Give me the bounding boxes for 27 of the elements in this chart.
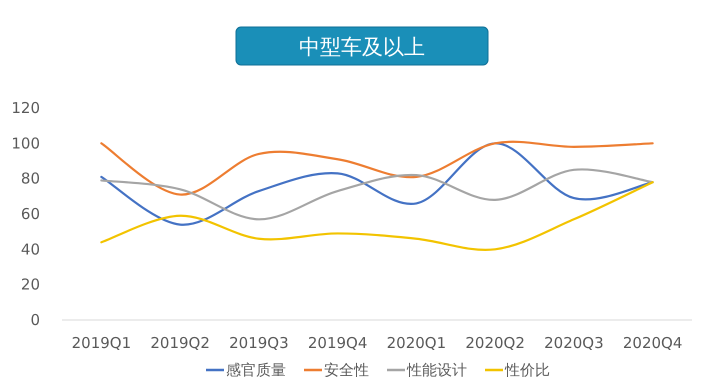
legend-item: 性能设计 <box>387 361 467 379</box>
chart-title: 中型车及以上 <box>299 35 425 59</box>
line-series <box>100 181 654 251</box>
legend-label: 性价比 <box>504 361 550 379</box>
x-tick-label: 2019Q1 <box>72 334 132 352</box>
legend-label: 安全性 <box>324 361 369 379</box>
legend-label: 性能设计 <box>406 361 467 379</box>
y-tick-label: 40 <box>20 240 40 258</box>
legend-item: 感官质量 <box>206 361 286 379</box>
y-tick-label: 100 <box>11 134 40 152</box>
y-tick-label: 80 <box>20 170 40 188</box>
title: 中型车及以上 <box>236 26 488 66</box>
legend-label: 感官质量 <box>226 361 286 379</box>
legend-item: 性价比 <box>485 361 550 379</box>
x-tick-label: 2019Q2 <box>150 334 210 352</box>
y-tick-label: 60 <box>20 205 40 223</box>
legend-item: 安全性 <box>304 361 369 379</box>
x-tick-label: 2020Q2 <box>465 334 525 352</box>
line-series <box>100 168 654 220</box>
y-tick-label: 0 <box>30 311 40 329</box>
x-tick-label: 2019Q4 <box>308 334 368 352</box>
y-tick-label: 20 <box>20 276 40 294</box>
y-tick-label: 120 <box>11 99 40 117</box>
x-tick-label: 2020Q1 <box>386 334 446 352</box>
x-tick-label: 2020Q4 <box>622 334 682 352</box>
x-tick-label: 2019Q3 <box>229 334 289 352</box>
x-tick-label: 2020Q3 <box>544 334 604 352</box>
